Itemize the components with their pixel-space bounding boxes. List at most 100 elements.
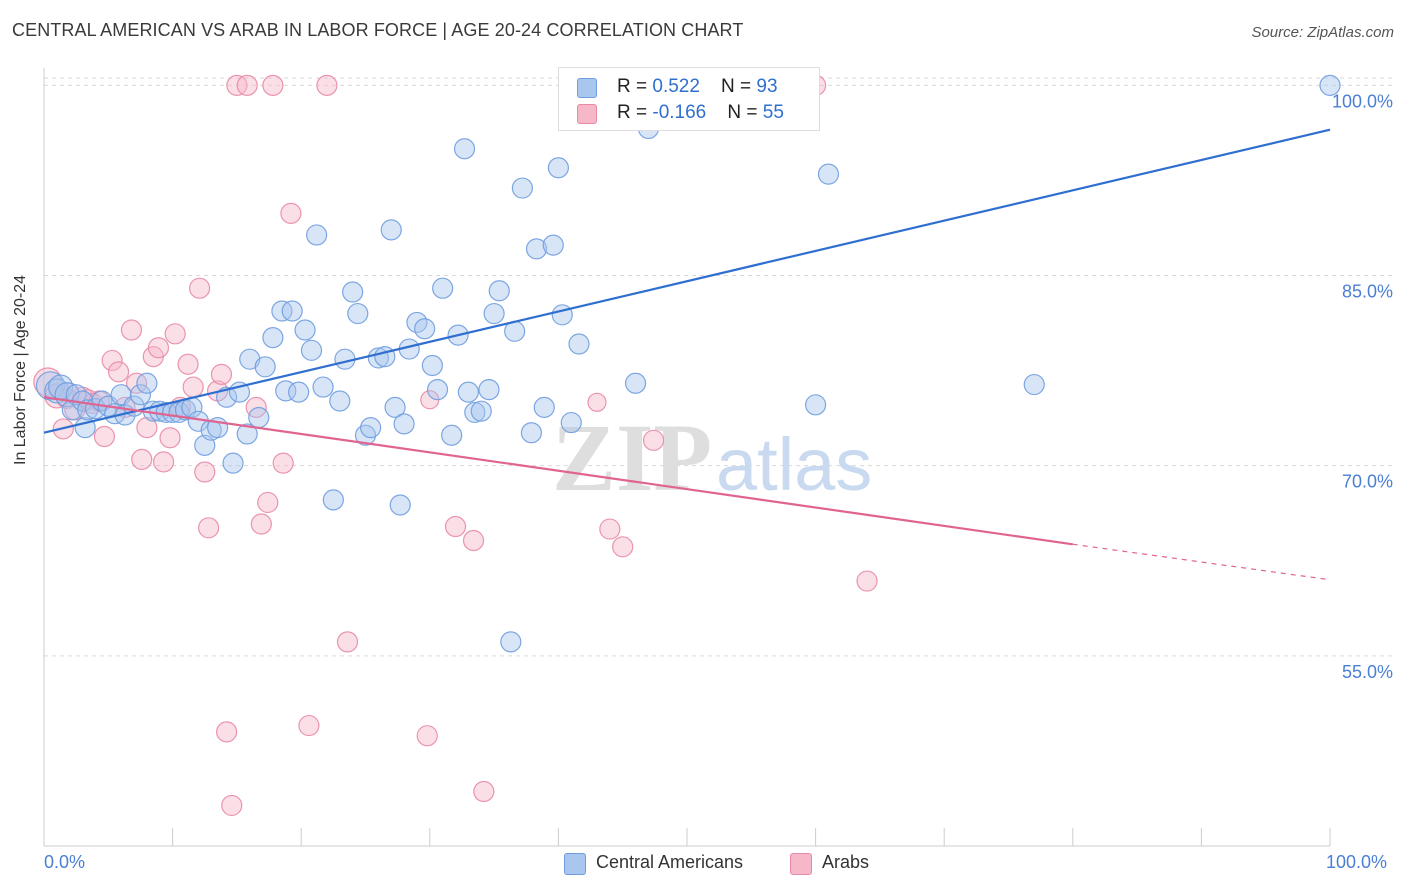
chart-title: CENTRAL AMERICAN VS ARAB IN LABOR FORCE …: [12, 20, 744, 40]
central-american-trend-line: [43, 128, 1331, 434]
trend-lines: [43, 128, 1331, 581]
central-american-point: [281, 300, 303, 322]
blue-swatch: [577, 78, 597, 98]
arab-point: [280, 202, 302, 224]
arab-point: [250, 513, 272, 535]
arab-point: [642, 429, 665, 451]
central-american-point: [380, 219, 402, 241]
arab-point: [473, 780, 495, 803]
arab-point: [147, 337, 170, 359]
central-american-point: [384, 396, 406, 418]
arab-point: [177, 353, 199, 375]
arab-trend-extension: [1072, 543, 1331, 581]
source-label: Source: ZipAtlas.com: [1251, 24, 1394, 41]
legend-label: Arabs: [822, 852, 870, 872]
central-american-point: [262, 327, 284, 349]
central-american-point: [441, 424, 463, 446]
central-american-point: [533, 396, 555, 418]
central-american-point: [236, 423, 258, 445]
axes: [43, 68, 1331, 847]
arab-point: [262, 74, 284, 96]
arab-point: [336, 631, 359, 653]
central-american-point: [1319, 74, 1341, 96]
central-american-point: [500, 631, 522, 653]
central-american-point: [560, 411, 582, 434]
arab-point: [152, 451, 175, 473]
legend-swatch-pink: [790, 853, 812, 875]
arab-point: [159, 427, 181, 449]
legend-label: Central Americans: [596, 852, 744, 872]
arab-point: [107, 361, 130, 383]
arab-point: [131, 448, 153, 470]
arab-point: [599, 518, 621, 540]
arab-point: [136, 417, 158, 439]
central-american-point: [239, 348, 261, 370]
central-american-point: [520, 422, 542, 444]
central-american-point: [817, 163, 840, 185]
arab-point: [120, 319, 143, 341]
arab-point: [189, 277, 211, 299]
y-axis-label: In Labor Force | Age 20-24: [12, 274, 29, 465]
r-label: R =: [617, 76, 653, 97]
arab-point: [194, 461, 216, 483]
arab-point: [587, 392, 607, 412]
central-american-point: [44, 378, 70, 404]
arab-point: [272, 452, 294, 474]
arab-point: [856, 570, 878, 592]
y-tick-label: 70.0%: [1342, 472, 1393, 492]
arab-point: [416, 725, 438, 747]
arab-point: [298, 714, 320, 737]
central-american-point: [457, 381, 479, 403]
central-american-point: [222, 452, 244, 474]
central-american-point: [421, 354, 443, 377]
central-american-point: [624, 372, 647, 394]
central-american-point: [342, 281, 364, 303]
central-american-point: [129, 384, 152, 406]
central-american-point: [568, 333, 590, 355]
y-tick-label: 85.0%: [1342, 282, 1393, 302]
central-american-point: [136, 372, 158, 394]
central-american-point: [1023, 373, 1045, 396]
legend-swatch-blue: [564, 853, 586, 875]
central-american-point: [389, 494, 411, 516]
n-value: 93: [756, 76, 778, 97]
central-american-point: [300, 339, 323, 361]
central-american-point: [248, 406, 270, 429]
central-american-point: [551, 304, 573, 326]
arab-point: [236, 74, 258, 96]
central-american-point: [483, 302, 505, 325]
central-american-point: [329, 390, 351, 412]
arab-point: [316, 74, 338, 96]
arab-point: [210, 363, 233, 385]
central-american-point: [432, 277, 454, 299]
central-american-point: [525, 238, 548, 260]
arab-point: [257, 491, 279, 514]
central-american-point: [306, 224, 328, 246]
arab-point: [444, 515, 467, 538]
central-american-point: [470, 400, 492, 422]
central-american-point: [511, 177, 533, 199]
arab-point: [164, 323, 186, 345]
arab-point: [101, 349, 123, 372]
watermark-zip: ZIP: [552, 404, 712, 511]
central-american-points: [35, 74, 1341, 653]
central-american-point: [65, 384, 87, 406]
arab-point: [612, 536, 634, 558]
arab-point: [462, 529, 485, 552]
central-american-point: [453, 138, 476, 160]
central-american-point: [347, 302, 369, 325]
y-tick-label: 100.0%: [1332, 91, 1393, 111]
r-value: 0.522: [652, 76, 700, 97]
arab-point: [216, 721, 238, 743]
central-american-point: [393, 413, 415, 435]
y-tick-label: 55.0%: [1342, 662, 1393, 682]
central-american-point: [254, 356, 276, 378]
central-american-point: [547, 157, 570, 179]
central-american-point: [488, 280, 510, 302]
central-american-point: [464, 401, 486, 424]
central-american-point: [294, 319, 316, 341]
central-american-point: [478, 379, 500, 401]
central-american-point: [426, 379, 449, 401]
central-american-point: [542, 234, 564, 256]
